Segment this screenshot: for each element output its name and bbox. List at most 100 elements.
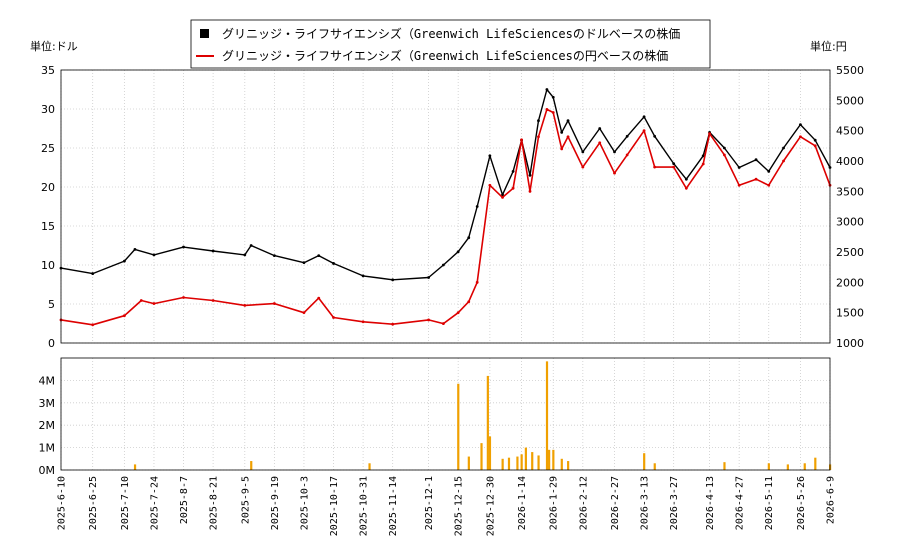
usd-price-point [598,127,602,130]
x-tick-label: 2025-7-24 [149,476,160,530]
usd-price-point [427,276,430,279]
volume-axis-ticks: 0M 1M 2M 3M 4M [39,374,56,477]
right-tick-label: 3500 [836,185,864,198]
x-tick-label: 2026-2-12 [578,476,589,530]
jpy-price-point [391,322,395,326]
jpy-price-point [456,311,460,315]
jpy-price-point [672,165,676,169]
volume-tick-label: 1M [39,442,56,455]
x-tick-label: 2025-6-25 [88,476,99,530]
usd-price-point [361,274,365,278]
x-tick-label: 2026-2-27 [610,476,621,530]
volume-bar [723,462,726,470]
volume-bar [560,458,563,470]
usd-price-point [317,254,321,258]
volume-bar [537,455,540,470]
usd-price-point [613,150,616,154]
legend-label-usd: グリニッジ・ライフサイエンシズ（Greenwich LifeSciencesのド… [222,26,680,41]
jpy-price-point [581,165,585,169]
usd-price-point [456,250,460,254]
usd-price-point [391,278,395,282]
x-tick-label: 2026-4-13 [705,476,716,530]
jpy-price-point [782,159,785,163]
left-axis-label: 単位:ドル [30,39,78,53]
jpy-price-point [598,141,602,145]
volume-bar [467,456,470,470]
volume-bar [520,454,523,470]
jpy-price-point [91,323,95,327]
usd-price-point [272,254,276,258]
price-plot-frame [60,69,831,344]
right-tick-label: 2500 [836,246,864,259]
x-tick-label: 2025-10-31 [359,476,370,536]
volume-bar [643,453,646,470]
jpy-price-point [272,302,276,305]
jpy-price-point [520,138,523,142]
volume-bar [507,457,511,470]
x-axis-ticks: 2025-6-10 2025-6-25 2025-7-10 2025-7-24 2025… [57,476,837,536]
jpy-price-point [427,318,430,322]
jpy-price-point [737,183,741,187]
volume-tick-label: 0M [39,464,56,477]
jpy-price-point [684,186,688,190]
jpy-price-point [701,162,705,166]
right-tick-label: 5000 [836,94,864,107]
right-tick-label: 4500 [836,125,864,138]
price-series [59,88,832,327]
left-tick-label: 5 [48,298,55,311]
jpy-price-point [511,186,515,190]
jpy-price-point [122,314,126,318]
jpy-price-point [767,183,771,187]
jpy-price-point [722,153,726,157]
volume-bar [548,449,551,470]
right-tick-label: 1000 [836,337,864,350]
x-tick-label: 2025-8-7 [179,476,190,524]
legend-marker-usd [200,29,209,38]
jpy-price-point [560,147,564,151]
jpy-price-point [642,129,646,133]
volume-bar [480,443,483,470]
volume-bar [567,461,570,470]
x-tick-label: 2026-1-14 [517,476,528,530]
volume-bar [488,436,492,470]
usd-price-point [672,162,676,166]
jpy-price-point [475,280,479,284]
x-tick-label: 2025-11-14 [388,476,399,536]
usd-price-point [625,134,629,138]
jpy-price-point [613,171,616,175]
usd-price-point [467,236,471,240]
price-axis-ticks: 0 5 10 15 20 25 30 35 1000 1500 2000 2500 3000 3500 40… [41,64,864,350]
left-tick-label: 25 [41,142,55,155]
usd-price-point [566,119,570,123]
x-tick-label: 2026-5-11 [764,476,775,530]
volume-tick-label: 3M [39,397,56,410]
right-tick-label: 2000 [836,276,864,289]
volume-bar [133,464,137,470]
jpy-price-line [60,108,831,326]
usd-price-point [782,146,785,150]
usd-price-point [249,244,253,247]
jpy-price-point [545,108,549,111]
usd-price-point [243,253,247,257]
volume-bar [457,383,460,470]
x-tick-label: 2025-12-30 [485,476,496,536]
price-grid [60,69,831,344]
jpy-price-point [211,299,215,302]
jpy-price-point [653,165,657,169]
jpy-price-point [441,322,445,325]
jpy-price-point [566,135,570,139]
volume-bar [786,464,789,470]
volume-bar [250,461,253,470]
usd-price-point [152,253,156,257]
legend-box [190,19,711,69]
jpy-price-point [501,196,504,199]
volume-tick-label: 4M [39,374,56,387]
volume-grid [60,358,831,471]
usd-price-point [182,245,185,249]
right-tick-label: 1500 [836,307,864,320]
usd-price-point [511,170,515,173]
x-tick-label: 2026-5-26 [796,476,807,530]
usd-price-point [581,150,585,154]
x-tick-label: 2025-10-17 [329,476,340,536]
